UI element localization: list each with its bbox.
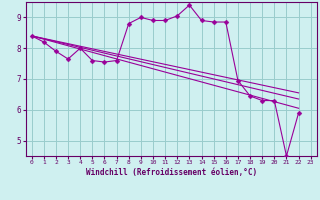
X-axis label: Windchill (Refroidissement éolien,°C): Windchill (Refroidissement éolien,°C) bbox=[86, 168, 257, 177]
